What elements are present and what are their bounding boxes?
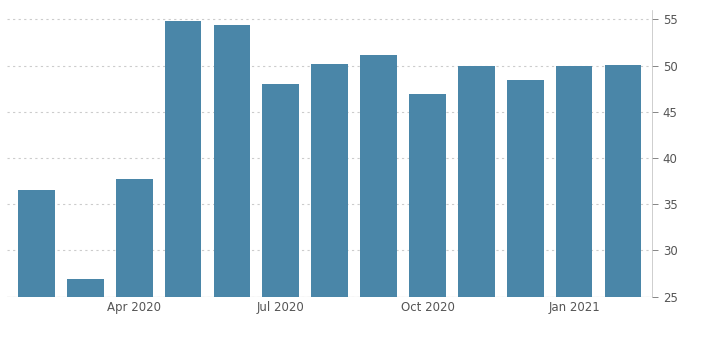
Bar [18,190,55,337]
Bar [605,65,641,337]
Bar [67,279,104,337]
Bar [360,55,397,337]
Bar [507,80,544,337]
Bar [116,179,152,337]
Bar [409,94,446,337]
Bar [164,21,201,337]
Bar [556,66,593,337]
Bar [311,64,348,337]
Bar [213,25,250,337]
Bar [458,66,495,337]
Bar [262,84,299,337]
